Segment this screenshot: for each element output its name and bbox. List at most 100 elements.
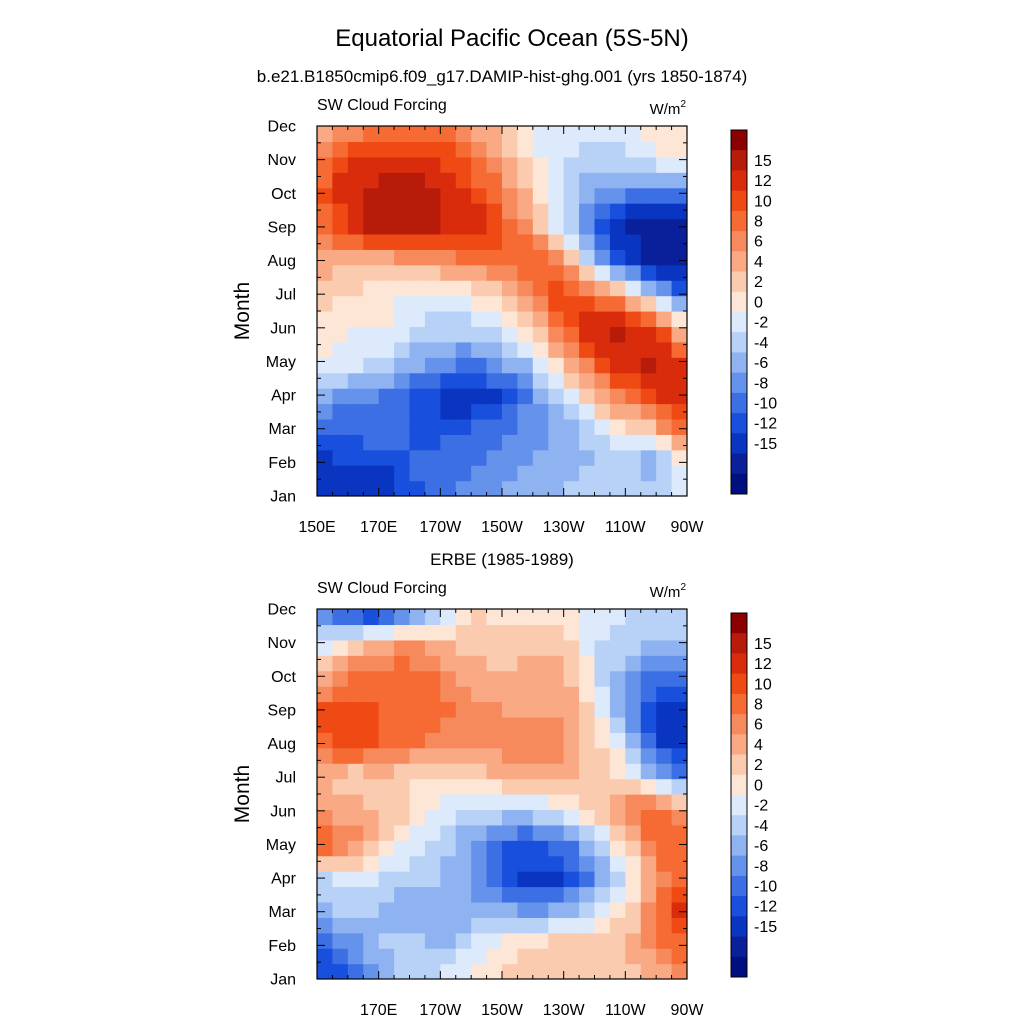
heatmap-cell: [378, 187, 395, 204]
x-tick-label: 170W: [419, 519, 462, 536]
heatmap-cell: [640, 187, 657, 204]
heatmap-cell: [640, 855, 657, 872]
heatmap-cell: [486, 418, 503, 435]
heatmap-cell: [409, 434, 426, 451]
heatmap-cell: [363, 311, 380, 328]
heatmap-cell: [455, 403, 472, 420]
heatmap-cell: [332, 840, 349, 857]
heatmap-cell: [640, 126, 657, 143]
heatmap-cell: [455, 840, 472, 857]
heatmap-cell: [671, 886, 687, 903]
heatmap-cell: [471, 732, 488, 749]
heatmap-cell: [332, 249, 349, 266]
heatmap-cell: [363, 434, 380, 451]
heatmap-cell: [363, 187, 380, 204]
heatmap-cell: [455, 372, 472, 389]
colorbar-label: 4: [754, 737, 763, 754]
colorbar-swatch: [731, 613, 747, 634]
heatmap-cell: [502, 886, 519, 903]
x-tick-label: 150E: [298, 519, 335, 536]
heatmap-cell: [532, 716, 549, 733]
y-tick-label: Nov: [268, 152, 296, 169]
heatmap-cell: [455, 886, 472, 903]
heatmap-cell: [640, 295, 657, 312]
heatmap-cell: [394, 218, 411, 235]
heatmap-cell: [594, 295, 611, 312]
y-tick-label: Jan: [270, 972, 296, 989]
heatmap-cell: [563, 840, 580, 857]
colorbar-label: -15: [754, 436, 777, 453]
heatmap-cell: [363, 778, 380, 795]
heatmap-cell: [502, 794, 519, 811]
heatmap-cell: [317, 203, 334, 220]
heatmap-cell: [347, 326, 364, 343]
heatmap-cell: [517, 609, 534, 626]
heatmap-cell: [656, 794, 673, 811]
heatmap-cell: [424, 187, 441, 204]
heatmap-cell: [409, 203, 426, 220]
heatmap-cell: [332, 871, 349, 888]
heatmap-cell: [455, 670, 472, 687]
heatmap-cell: [594, 655, 611, 672]
heatmap-cell: [486, 249, 503, 266]
heatmap-cell: [579, 840, 596, 857]
heatmap-cell: [486, 434, 503, 451]
heatmap-cell: [332, 963, 349, 979]
heatmap-cell: [532, 871, 549, 888]
heatmap-cell: [640, 418, 657, 435]
heatmap-cell: [378, 716, 395, 733]
heatmap-cell: [563, 624, 580, 641]
heatmap-cell: [594, 871, 611, 888]
heatmap-cell: [671, 156, 687, 173]
panel-2-heatmap: [317, 609, 687, 979]
heatmap-cell: [471, 341, 488, 358]
heatmap-cell: [532, 794, 549, 811]
colorbar-swatch: [731, 332, 747, 353]
heatmap-cell: [548, 233, 565, 250]
heatmap-cell: [517, 311, 534, 328]
heatmap-cell: [517, 203, 534, 220]
heatmap-cell: [409, 655, 426, 672]
heatmap-cell: [656, 233, 673, 250]
heatmap-cell: [471, 840, 488, 857]
heatmap-cell: [409, 403, 426, 420]
heatmap-cell: [378, 763, 395, 780]
heatmap-cell: [502, 855, 519, 872]
heatmap-cell: [579, 403, 596, 420]
heatmap-cell: [317, 388, 334, 405]
heatmap-cell: [502, 465, 519, 482]
heatmap-cell: [409, 778, 426, 795]
colorbar-swatch: [731, 170, 747, 192]
heatmap-cell: [548, 778, 565, 795]
heatmap-cell: [594, 855, 611, 872]
heatmap-cell: [347, 418, 364, 435]
y-tick-label: Mar: [268, 904, 296, 921]
heatmap-cell: [579, 434, 596, 451]
heatmap-cell: [532, 655, 549, 672]
heatmap-cell: [656, 932, 673, 949]
heatmap-cell: [656, 639, 673, 656]
heatmap-cell: [486, 609, 503, 626]
heatmap-cell: [409, 609, 426, 626]
heatmap-cell: [579, 141, 596, 158]
heatmap-cell: [378, 732, 395, 749]
heatmap-cell: [409, 932, 426, 949]
heatmap-cell: [609, 156, 626, 173]
heatmap-cell: [455, 655, 472, 672]
heatmap-cell: [517, 187, 534, 204]
heatmap-cell: [625, 624, 642, 641]
heatmap-cell: [625, 388, 642, 405]
heatmap-cell: [594, 809, 611, 826]
y-tick-label: Jan: [270, 489, 296, 506]
heatmap-cell: [471, 871, 488, 888]
heatmap-cell: [455, 264, 472, 281]
heatmap-cell: [455, 716, 472, 733]
heatmap-cell: [594, 326, 611, 343]
heatmap-cell: [378, 609, 395, 626]
heatmap-cell: [517, 403, 534, 420]
heatmap-cell: [609, 716, 626, 733]
heatmap-cell: [640, 388, 657, 405]
heatmap-cell: [671, 655, 687, 672]
heatmap-cell: [517, 326, 534, 343]
heatmap-cell: [548, 403, 565, 420]
